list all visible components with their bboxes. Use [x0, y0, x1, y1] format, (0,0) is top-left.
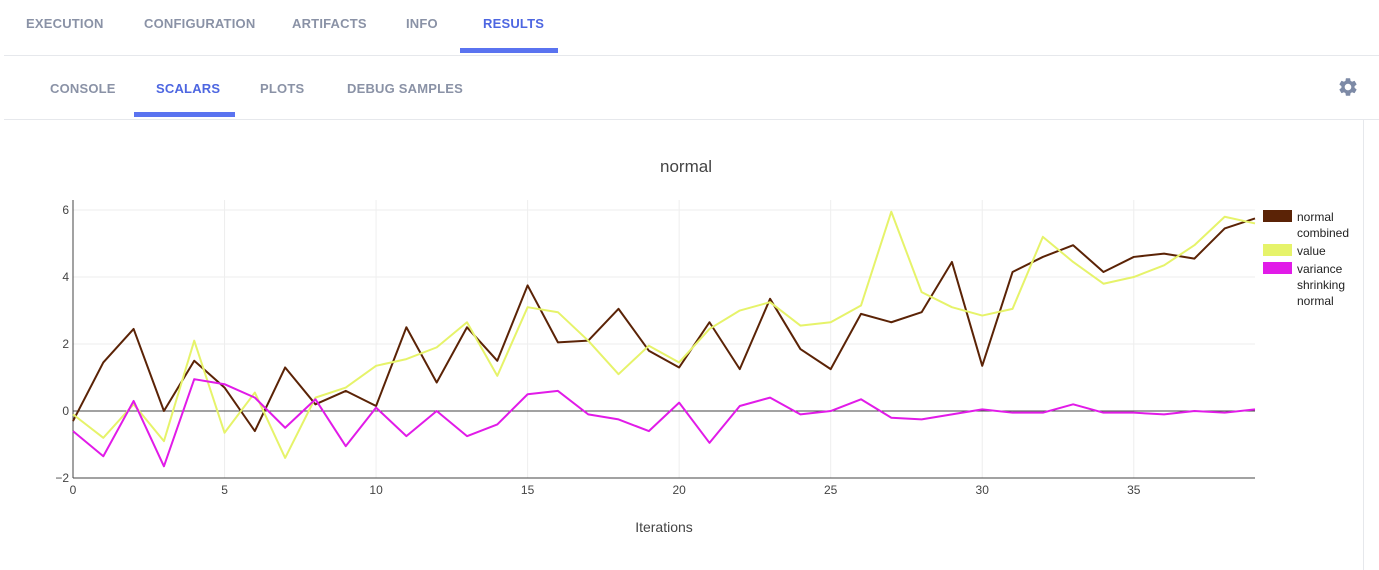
y-tick-label: −2: [55, 471, 69, 485]
series-line-1[interactable]: [72, 210, 1256, 459]
tab-scalars[interactable]: SCALARS: [156, 81, 221, 96]
x-tick-label: 25: [824, 483, 838, 497]
tab-configuration[interactable]: CONFIGURATION: [144, 16, 256, 31]
x-axis-label: Iterations: [635, 519, 693, 535]
legend-swatch-1[interactable]: [1263, 244, 1292, 256]
panel-divider: [1363, 120, 1364, 570]
scalar-chart: 0 5 10 15 20 25 30 35−20246normalIterationsnorm…: [55, 157, 1349, 535]
tab-info[interactable]: INFO: [406, 16, 438, 31]
legend-swatch-0[interactable]: [1263, 210, 1292, 222]
x-tick-label: 15: [521, 483, 535, 497]
legend-label-1[interactable]: value: [1297, 244, 1326, 258]
x-tick-label: 10: [369, 483, 383, 497]
chart-title: normal: [660, 157, 712, 176]
y-tick-label: 0: [62, 404, 69, 418]
x-tick-label: 0: [70, 483, 77, 497]
tab-plots[interactable]: PLOTS: [260, 81, 305, 96]
x-tick-label: 30: [976, 483, 990, 497]
legend-label-0[interactable]: normal: [1297, 210, 1334, 224]
y-tick-label: 2: [62, 337, 69, 351]
legend-swatch-2[interactable]: [1263, 262, 1292, 274]
series-line-0[interactable]: [72, 217, 1256, 433]
legend-label-0[interactable]: combined: [1297, 226, 1349, 240]
scalars-tab-bar: CONSOLE SCALARS PLOTS DEBUG SAMPLES: [4, 56, 1379, 120]
x-tick-label: 5: [221, 483, 228, 497]
results-tab-bar: EXECUTION CONFIGURATION ARTIFACTS INFO R…: [4, 0, 1379, 56]
series-line-2[interactable]: [72, 378, 1256, 468]
y-tick-label: 4: [62, 270, 69, 284]
gear-icon[interactable]: [1337, 76, 1359, 98]
tab-scalars-underline: [134, 112, 235, 117]
tab-debug-samples[interactable]: DEBUG SAMPLES: [347, 81, 464, 96]
tab-console[interactable]: CONSOLE: [50, 81, 116, 96]
x-tick-label: 20: [672, 483, 686, 497]
legend-label-2[interactable]: variance: [1297, 262, 1343, 276]
legend-label-2[interactable]: shrinking: [1297, 278, 1345, 292]
x-tick-label: 35: [1127, 483, 1141, 497]
legend-label-2[interactable]: normal: [1297, 294, 1334, 308]
tab-artifacts[interactable]: ARTIFACTS: [292, 16, 367, 31]
tab-results[interactable]: RESULTS: [483, 16, 545, 31]
tab-execution[interactable]: EXECUTION: [26, 16, 104, 31]
tab-results-underline: [460, 48, 558, 53]
y-tick-label: 6: [62, 203, 69, 217]
